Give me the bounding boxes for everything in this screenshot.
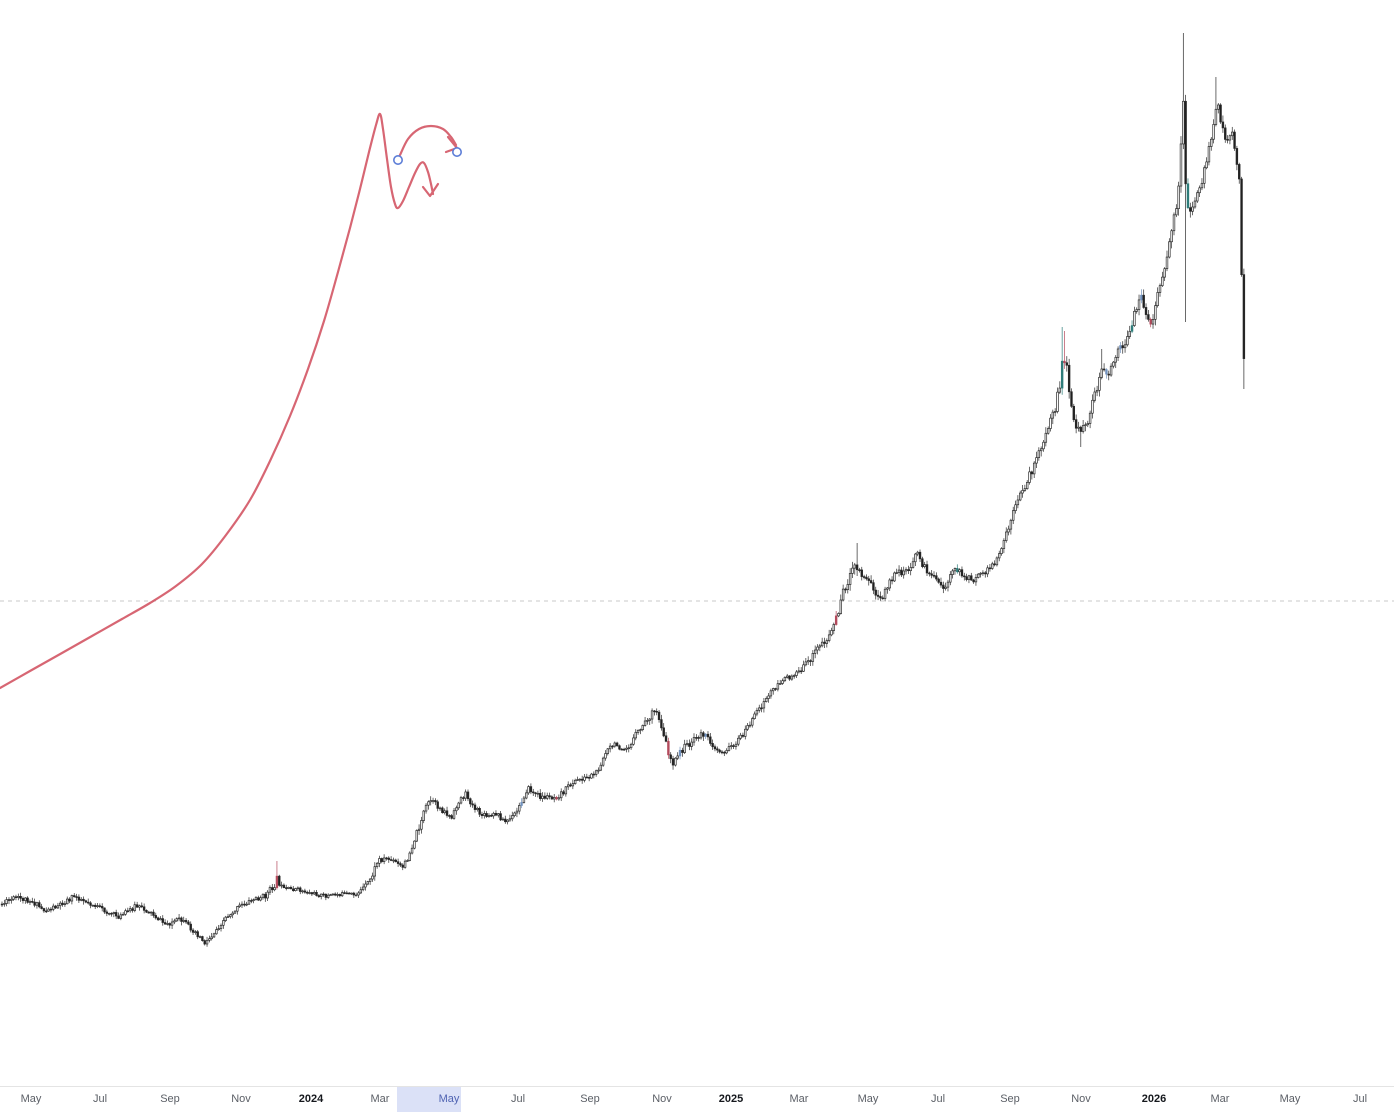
axis-label-nov: Nov — [652, 1093, 672, 1105]
axis-label-sep: Sep — [160, 1093, 180, 1105]
axis-highlight — [397, 1087, 461, 1112]
chart-area[interactable] — [0, 0, 1394, 1086]
axis-label-jul: Jul — [510, 1093, 526, 1105]
axis-label-jul: Jul — [92, 1093, 108, 1105]
axis-label-nov: Nov — [231, 1093, 251, 1105]
brush-spike-curve[interactable] — [0, 112, 435, 690]
brush-drawing[interactable] — [0, 112, 459, 690]
drawing-handle[interactable] — [392, 155, 403, 166]
axis-label-sep: Sep — [580, 1093, 600, 1105]
axis-label-jul: Jul — [930, 1093, 946, 1105]
brush-arc-curve[interactable] — [398, 124, 458, 157]
axis-label-may: May — [857, 1093, 879, 1105]
axis-label-mar: Mar — [789, 1093, 809, 1105]
chart-canvas[interactable] — [0, 0, 1394, 1086]
axis-label-may: May — [438, 1093, 460, 1105]
down-arrowhead-icon — [421, 182, 440, 198]
axis-label-mar: Mar — [1210, 1093, 1230, 1105]
axis-label-nov: Nov — [1071, 1093, 1091, 1105]
time-axis[interactable]: May Jul Sep Nov 2024 Mar May Jul Sep Nov 2025 Mar Ma… — [0, 1086, 1394, 1112]
drawing-handle[interactable] — [451, 147, 462, 158]
axis-label-2024: 2024 — [298, 1093, 324, 1105]
axis-label-sep: Sep — [1000, 1093, 1020, 1105]
axis-label-2026: 2026 — [1141, 1093, 1167, 1105]
axis-label-jul: Jul — [1352, 1093, 1368, 1105]
axis-label-mar: Mar — [370, 1093, 390, 1105]
candlestick-series — [0, 33, 1246, 947]
axis-label-may: May — [20, 1093, 42, 1105]
axis-label-2025: 2025 — [718, 1093, 744, 1105]
axis-label-may: May — [1279, 1093, 1301, 1105]
